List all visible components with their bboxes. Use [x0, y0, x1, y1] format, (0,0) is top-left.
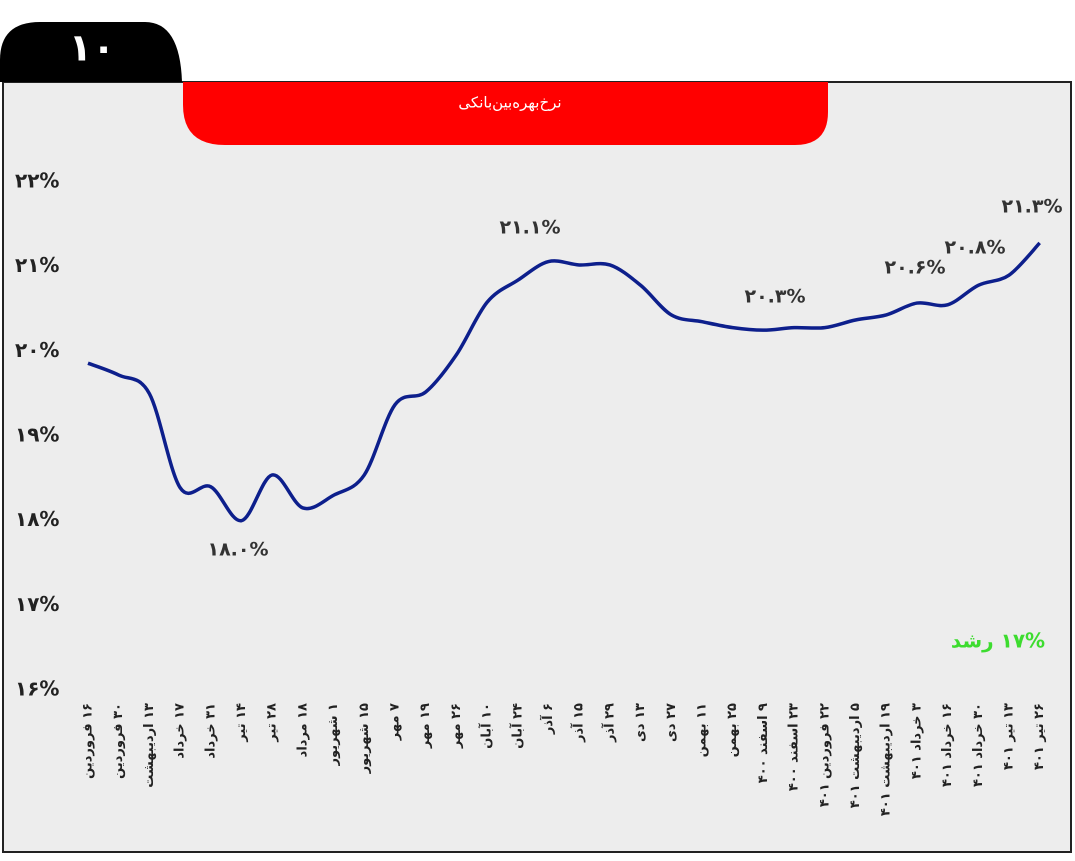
- annotation: ۲۱.۳%: [1001, 196, 1062, 218]
- chart-frame: [2, 81, 1072, 853]
- y-tick-label: ۲۰%: [15, 338, 59, 362]
- x-tick-label: ۲۳ اسفند ۴۰۰: [787, 703, 802, 791]
- x-tick-label: ۱۸ مرداد: [295, 703, 310, 757]
- x-tick-label: ۱۳ اردیبهشت: [142, 703, 157, 788]
- x-tick-label: ۶ آذر: [539, 703, 556, 735]
- chart-title: نرخ‌بهره‌بین‌بانکی: [458, 94, 561, 112]
- x-tick-label: ۱۵ آذر: [570, 703, 587, 743]
- y-tick-label: ۱۷%: [15, 592, 59, 616]
- x-tick-label: ۳۱ خرداد: [203, 703, 218, 759]
- page-number: ۱۰: [69, 26, 115, 70]
- growth-note: ۱۷% رشد: [951, 629, 1045, 653]
- x-tick-label: ۲۴ آبان: [508, 703, 525, 749]
- y-tick-label: ۲۱%: [15, 253, 59, 277]
- x-tick-label: ۱۳ تیر ۴۰۱: [1002, 703, 1017, 770]
- x-tick-label: ۱۵ شهریور: [357, 703, 372, 774]
- annotation: ۱۸.۰%: [207, 539, 268, 561]
- x-tick-label: ۱۹ مهر: [418, 703, 433, 749]
- x-tick-label: ۱۱ بهمن: [695, 703, 710, 757]
- x-tick-label: ۳ خرداد ۴۰۱: [909, 703, 924, 779]
- x-tick-label: ۱۴ تیر: [234, 703, 249, 743]
- y-tick-label: ۱۸%: [15, 507, 59, 531]
- y-tick-label: ۱۶%: [15, 677, 59, 701]
- x-tick-label: ۱۹ اردیبهشت ۴۰۱: [879, 703, 894, 816]
- x-tick-label: ۱۷ خرداد: [173, 703, 188, 759]
- x-tick-label: ۳۰ فروردین: [111, 703, 126, 779]
- y-tick-label: ۱۹%: [15, 423, 59, 447]
- annotation: ۲۰.۳%: [744, 286, 805, 308]
- x-tick-label: ۲۹ آذر: [600, 703, 617, 743]
- x-tick-label: ۱۶ خرداد ۴۰۱: [940, 703, 955, 787]
- x-tick-label: ۱۶ فروردین: [81, 703, 96, 779]
- data-line: [87, 241, 1041, 523]
- x-tick-label: ۱ شهریور: [326, 703, 341, 766]
- page-tab: [0, 22, 182, 82]
- x-tick-label: ۹ اسفند ۴۰۰: [756, 703, 771, 783]
- annotation: ۲۰.۸%: [944, 237, 1005, 259]
- annotation: ۲۱.۱%: [499, 217, 560, 239]
- y-tick-label: ۲۲%: [15, 169, 59, 193]
- x-tick-label: ۲۵ بهمن: [725, 703, 740, 757]
- x-tick-label: ۷ مهر: [388, 703, 403, 741]
- x-tick-label: ۲۶ تیر ۴۰۱: [1032, 703, 1047, 770]
- x-tick-label: ۲۸ تیر: [265, 703, 280, 743]
- x-tick-label: ۵ اردیبهشت ۴۰۱: [848, 703, 863, 808]
- x-tick-label: ۳۰ خرداد ۴۰۱: [971, 703, 986, 787]
- x-tick-label: ۲۷ دی: [664, 703, 679, 742]
- x-tick-label: ۲۶ مهر: [449, 703, 464, 749]
- x-tick-label: ۱۳ دی: [633, 703, 648, 742]
- annotation: ۲۰.۶%: [884, 257, 945, 279]
- x-tick-label: ۱۰ آبان: [478, 703, 495, 749]
- title-banner: [183, 82, 828, 145]
- x-tick-label: ۲۲ فروردین ۴۰۱: [817, 703, 832, 807]
